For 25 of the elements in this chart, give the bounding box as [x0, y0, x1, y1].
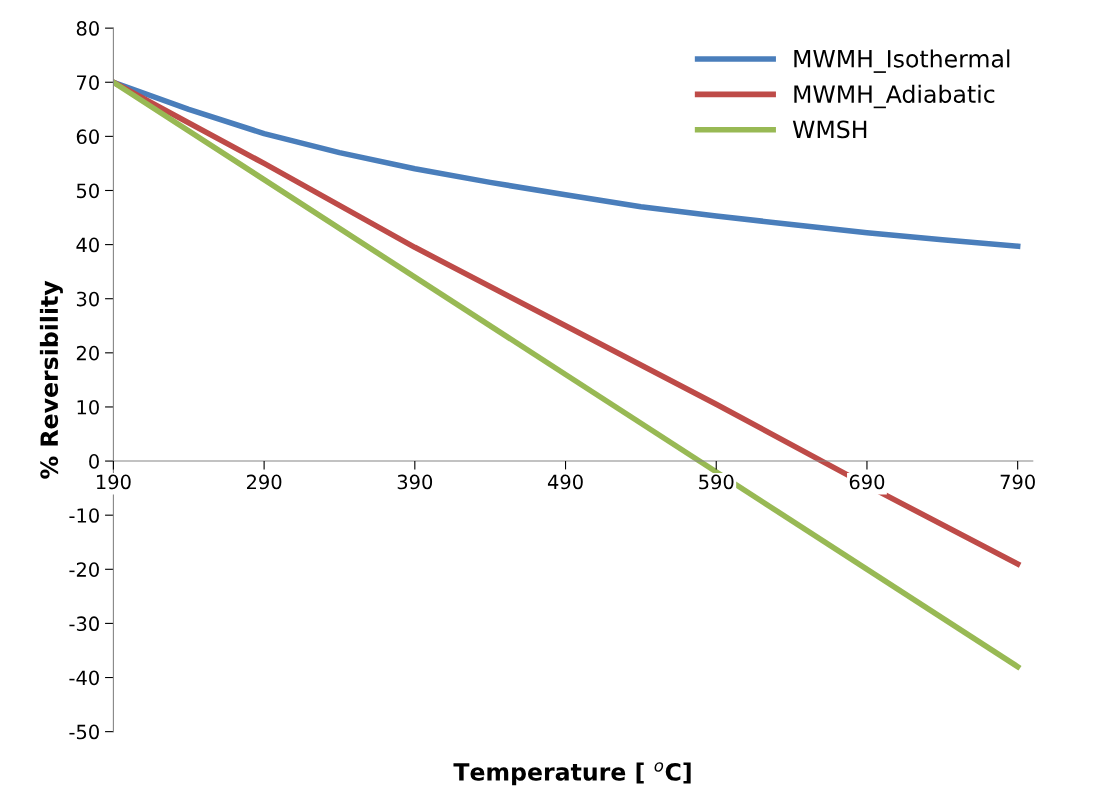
y-tick-label: 80: [76, 21, 99, 36]
y-tick-label: 60: [76, 129, 99, 145]
x-tick-label: 390: [397, 474, 433, 490]
y-tick-label: 50: [76, 183, 99, 199]
y-tick-label: 0: [89, 454, 99, 469]
y-tick-label: 30: [76, 291, 99, 307]
y-tick-label: 10: [77, 399, 99, 415]
y-tick-label: -40: [69, 670, 99, 686]
y-tick-label: 70: [77, 75, 99, 90]
x-tick-label: 790: [1000, 474, 1035, 490]
y-tick-label: 40: [76, 237, 99, 253]
x-tick-label: 190: [96, 474, 131, 490]
y-tick-label: -20: [69, 562, 99, 577]
x-tick-label: 290: [246, 474, 282, 490]
y-tick-label: 20: [76, 345, 99, 361]
y-axis-title: % Reversibility: [39, 280, 63, 479]
legend-label: WMSH: [792, 120, 867, 139]
legend-label: MWMH_Adiabatic: [794, 84, 995, 109]
x-tick-label: 490: [547, 474, 583, 490]
y-tick-label: -30: [69, 616, 99, 632]
y-tick-label: -10: [69, 508, 99, 523]
x-axis-title: Temperature [ $^{o}$C]: [453, 762, 691, 786]
x-tick-label: 590: [699, 474, 734, 490]
y-tick-label: -50: [69, 724, 99, 740]
legend-label: MWMH_Isothermal: [794, 49, 1010, 73]
